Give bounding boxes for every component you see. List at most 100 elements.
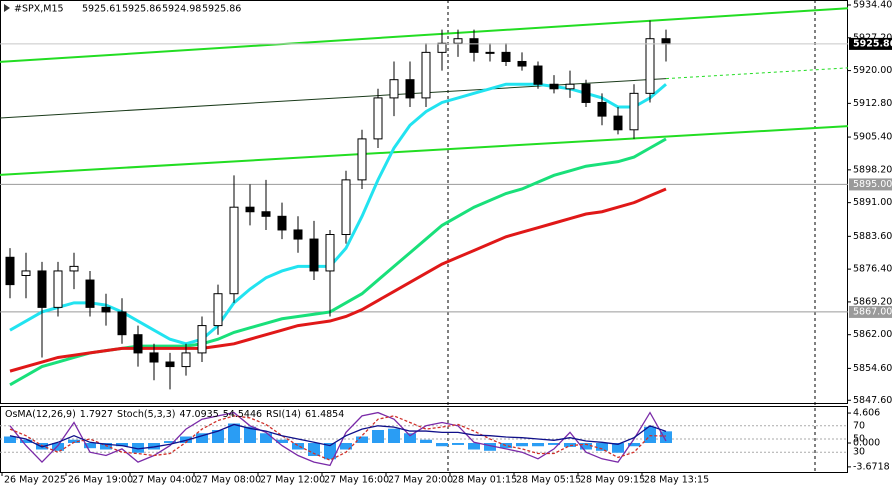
legend-part: 47.0935 — [179, 409, 218, 420]
osc-tick-label: 50 — [853, 434, 865, 445]
y-tick-label: 5912.80 — [853, 98, 892, 109]
osma-bar — [68, 439, 80, 443]
x-tick-label: 26 May 2025 — [4, 475, 66, 486]
header-value: 5925.86 — [202, 4, 241, 15]
osma-bar — [468, 442, 480, 450]
candle-body — [309, 238, 319, 272]
legend-part: 1.7927 — [80, 409, 113, 420]
level-label: 5895.00 — [853, 179, 892, 190]
osma-bar — [388, 428, 400, 443]
osma-bar — [404, 433, 416, 443]
x-tick-label: 27 May 08:00 — [196, 475, 261, 486]
candle-body — [597, 101, 607, 117]
candle-body — [229, 206, 239, 295]
osc-tick-label: 70 — [853, 420, 865, 431]
symbol-icon — [4, 4, 10, 12]
trendline-extension — [665, 67, 849, 80]
osma-bar — [292, 442, 304, 450]
x-tick-label: 27 May 16:00 — [324, 475, 389, 486]
osma-bar — [132, 442, 144, 453]
candle-body — [101, 306, 111, 313]
legend-part: RSI(14) — [266, 409, 301, 420]
candle-body — [325, 234, 335, 272]
candle-body — [565, 83, 575, 90]
osma-bar — [148, 442, 160, 450]
osma-bar — [628, 442, 640, 447]
osma-bar — [500, 442, 512, 449]
x-tick-label: 28 May 13:15 — [644, 475, 709, 486]
osma-bar — [228, 423, 240, 443]
osma-bar — [308, 442, 320, 457]
osma-bar — [532, 442, 544, 447]
osma-bar — [212, 429, 224, 443]
legend-part: 54.5446 — [223, 409, 262, 420]
candle-body — [661, 38, 671, 45]
header-value: 5925.61 — [82, 4, 121, 15]
candle-body — [277, 215, 287, 231]
osc-tick-label: 30 — [853, 447, 865, 458]
candle-body — [389, 79, 399, 99]
osma-bar — [340, 442, 352, 450]
y-tick-label: 5927.20 — [853, 32, 892, 43]
y-tick-label: 5883.60 — [853, 231, 892, 242]
osma-bar — [196, 433, 208, 443]
candle-body — [581, 83, 591, 103]
y-tick-label: 5854.60 — [853, 363, 892, 374]
y-tick-label: 5891.00 — [853, 197, 892, 208]
y-tick-label: 5862.00 — [853, 329, 892, 340]
candle-body — [149, 352, 159, 363]
x-tick-label: 27 May 20:00 — [388, 475, 453, 486]
rsi-line — [9, 423, 667, 450]
osma-bar — [436, 442, 448, 447]
candle-body — [645, 38, 655, 94]
candle-body — [261, 211, 271, 217]
candle-body — [517, 60, 527, 67]
osma-bar — [452, 442, 464, 445]
y-tick-label: 5869.20 — [853, 296, 892, 307]
legend-part: 61.4854 — [305, 409, 344, 420]
candle-body — [485, 51, 495, 54]
candle-body — [405, 79, 415, 99]
x-tick-label: 27 May 04:00 — [132, 475, 197, 486]
osma-tick-label: 4.606 — [853, 408, 880, 419]
osma-bar — [372, 429, 384, 443]
stoch-signal — [9, 415, 667, 461]
osma-bar — [580, 442, 592, 450]
osma-bar — [484, 442, 496, 451]
current-price-tag — [849, 37, 892, 50]
candle-body — [469, 38, 479, 53]
level-tag — [849, 305, 892, 318]
osma-tick-label: -3.6718 — [853, 461, 890, 472]
osma-bar — [244, 426, 256, 443]
osma-bar — [596, 442, 608, 451]
stoch-main — [9, 411, 667, 467]
y-tick-label: 5898.20 — [853, 164, 892, 175]
symbol-title: #SPX,M15 — [14, 4, 64, 15]
candle-body — [437, 42, 447, 53]
candle-body — [293, 229, 303, 240]
x-tick-label: 26 May 19:00 — [68, 475, 133, 486]
candle-body — [117, 311, 127, 336]
main-frame — [0, 0, 848, 404]
candle-body — [549, 83, 559, 90]
osma-bar — [116, 442, 128, 447]
candle-body — [197, 325, 207, 354]
current-price-label: 5925.86 — [853, 38, 892, 49]
candle-body — [53, 270, 63, 308]
x-tick-label: 27 May 12:00 — [260, 475, 325, 486]
legend-part: Stoch(5,3,3) — [117, 409, 175, 420]
osma-bar — [548, 442, 560, 445]
osma-bar — [276, 439, 288, 443]
y-tick-label: 5905.40 — [853, 132, 892, 143]
candle-body — [341, 179, 351, 236]
header-value: 5925.86 — [122, 4, 161, 15]
candle-body — [373, 97, 383, 140]
osma-bar — [324, 442, 336, 460]
y-tick-label: 5847.60 — [853, 395, 892, 406]
candle-body — [5, 256, 15, 286]
x-tick-label: 28 May 09:15 — [580, 475, 645, 486]
candle-body — [37, 270, 47, 308]
level-tag — [849, 178, 892, 191]
